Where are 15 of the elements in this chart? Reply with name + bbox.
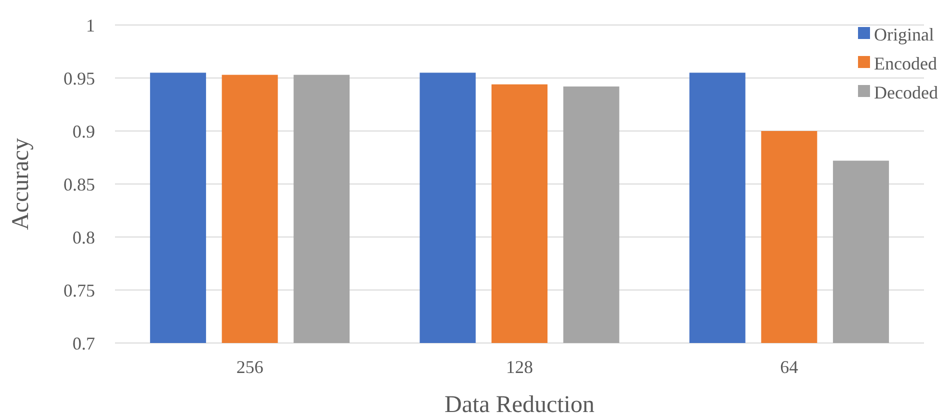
y-tick-label: 0.9	[72, 121, 95, 142]
y-tick-label: 0.75	[64, 280, 95, 300]
x-axis-title: Data Reduction	[444, 392, 594, 418]
x-tick-label: 64	[780, 357, 798, 377]
legend-label: Original	[874, 24, 934, 44]
x-tick-label: 128	[506, 357, 533, 377]
y-tick-label: 1	[86, 15, 95, 36]
legend-label: Encoded	[874, 53, 937, 74]
y-tick-label: 0.85	[64, 174, 95, 194]
y-tick-label: 0.95	[64, 68, 95, 88]
y-tick-label: 0.8	[72, 227, 95, 248]
y-tick-label: 0.7	[72, 333, 95, 354]
y-axis-title: Accuracy	[8, 138, 34, 230]
x-tick-label: 256	[236, 357, 264, 377]
legend-label: Decoded	[874, 82, 938, 102]
